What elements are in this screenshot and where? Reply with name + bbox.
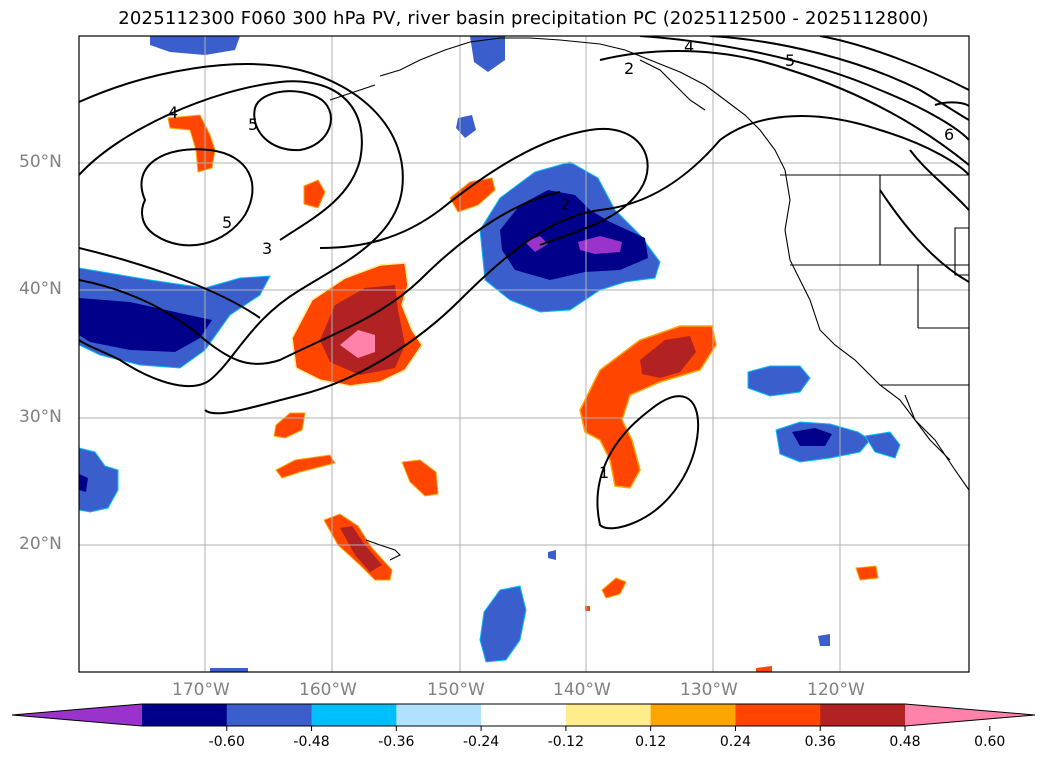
colorbar-segment — [650, 704, 736, 726]
colorbar-segment — [481, 704, 567, 726]
contour-label: 5 — [785, 51, 795, 70]
contour-label: 5 — [222, 213, 232, 232]
contour-label: 1 — [599, 463, 609, 482]
lat-label: 40°N — [19, 279, 62, 299]
lon-label: 120°W — [807, 680, 865, 700]
colorbar-tick-label: -0.12 — [547, 734, 584, 750]
lon-label: 150°W — [427, 680, 485, 700]
colorbar-extend-high — [905, 704, 1035, 726]
colorbar-tick-label: -0.36 — [378, 734, 415, 750]
contour-label: 3 — [262, 239, 272, 258]
plot-frame — [78, 35, 970, 673]
colorbar-tick-label: 0.60 — [974, 734, 1006, 750]
colorbar-segment — [226, 704, 313, 726]
lon-label: 130°W — [680, 680, 738, 700]
colorbar-tick-label: 0.24 — [719, 734, 752, 750]
colorbar-segment — [820, 704, 906, 726]
contour-label: 2 — [624, 59, 634, 78]
colorbar-segment — [396, 704, 482, 726]
colorbar-segment — [735, 704, 821, 726]
lat-label: 20°N — [19, 534, 62, 554]
pv-contours — [79, 36, 969, 530]
lon-label: 160°W — [299, 680, 357, 700]
colorbar-extend-low — [12, 704, 142, 726]
contour-label: 6 — [944, 125, 954, 144]
lon-label: 140°W — [553, 680, 611, 700]
graticule — [79, 36, 969, 672]
coastlines — [329, 37, 969, 561]
lat-label: 30°N — [19, 407, 62, 427]
colorbar-segment — [311, 704, 397, 726]
colorbar-tick-label: -0.24 — [462, 734, 500, 750]
lon-label: 170°W — [172, 680, 230, 700]
colorbar-tick-label: 0.12 — [635, 734, 667, 750]
map-title: 2025112300 F060 300 hPa PV, river basin … — [118, 8, 929, 29]
colorbar-segment — [565, 704, 652, 726]
contour-labels: 4 5 5 3 2 4 5 6 2 1 — [168, 37, 954, 482]
contour-label: 2 — [560, 195, 570, 214]
colorbar-segment — [142, 704, 228, 726]
colorbar-tick-label: 0.48 — [889, 734, 921, 750]
colorbar — [11, 703, 1036, 731]
lat-label: 50°N — [19, 152, 62, 172]
colorbar-tick-label: -0.60 — [208, 734, 245, 750]
colorbar-outline — [11, 703, 1036, 727]
colorbar-tick-label: -0.48 — [293, 734, 330, 750]
shading-layer — [79, 36, 901, 672]
colorbar-tick-label: 0.36 — [804, 734, 836, 750]
contour-label: 4 — [168, 103, 178, 122]
plot-area: 4 5 5 3 2 4 5 6 2 1 — [79, 36, 969, 672]
contour-label: 4 — [684, 37, 694, 56]
contour-label: 5 — [248, 115, 258, 134]
